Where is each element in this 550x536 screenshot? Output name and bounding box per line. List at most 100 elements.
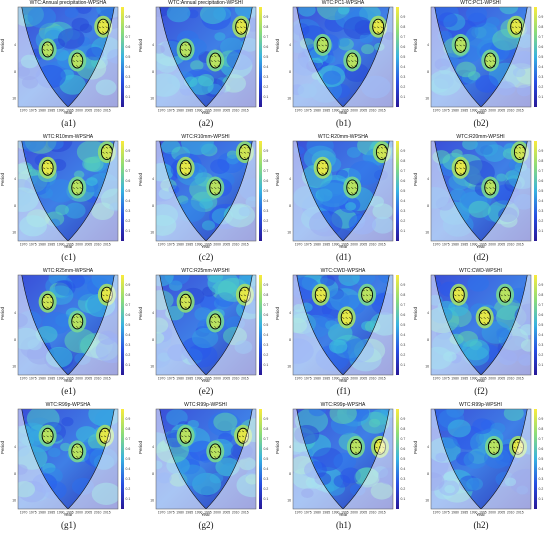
phase-arrow bbox=[76, 451, 79, 453]
coherence-patch bbox=[461, 339, 489, 361]
y-axis-label: Period bbox=[275, 38, 280, 52]
phase-arrow bbox=[213, 451, 216, 453]
colorbar-tick-label: 0.4 bbox=[538, 467, 543, 471]
y-tick-label: 16 bbox=[12, 499, 16, 503]
coherence-patch bbox=[320, 275, 335, 287]
hotspot-core bbox=[235, 19, 246, 34]
phase-arrow bbox=[105, 21, 108, 24]
x-tick-label: 1990 bbox=[332, 511, 340, 515]
colorbar-tick-label: 0.5 bbox=[538, 189, 543, 193]
phase-arrow bbox=[72, 60, 75, 62]
x-tick-label: 2005 bbox=[497, 377, 505, 381]
x-tick-label: 2015 bbox=[241, 377, 249, 381]
x-tick-label: 2005 bbox=[497, 109, 505, 113]
x-axis-label: Year bbox=[63, 244, 73, 249]
x-tick-label: 1995 bbox=[204, 243, 212, 247]
x-tick-label: 2015 bbox=[378, 243, 386, 247]
x-tick-label: 1995 bbox=[204, 511, 212, 515]
phase-arrow bbox=[384, 146, 387, 149]
phase-arrow bbox=[239, 294, 243, 297]
coherence-patch bbox=[212, 7, 231, 21]
y-tick-label: 8 bbox=[427, 472, 429, 476]
coherence-patch bbox=[447, 419, 471, 438]
phase-arrow bbox=[213, 326, 216, 328]
phase-arrow bbox=[50, 49, 53, 51]
colorbar-tick-label: 0.8 bbox=[538, 25, 543, 29]
colorbar-tick-label: 0.2 bbox=[263, 353, 268, 357]
colorbar-tick-label: 0.6 bbox=[538, 45, 543, 49]
phase-arrow bbox=[102, 31, 105, 34]
phase-arrow bbox=[105, 26, 108, 29]
x-tick-label: 1995 bbox=[479, 109, 487, 113]
x-tick-label: 2010 bbox=[94, 511, 102, 515]
y-tick-label: 8 bbox=[152, 338, 154, 342]
x-tick-label: 1995 bbox=[66, 377, 74, 381]
colorbar-tick-label: 0.6 bbox=[401, 179, 406, 183]
coherence-patch bbox=[346, 147, 361, 158]
y-tick-label: 8 bbox=[289, 472, 291, 476]
phase-arrow bbox=[187, 430, 190, 433]
y-tick-label: 16 bbox=[150, 499, 154, 503]
x-tick-label: 2000 bbox=[75, 511, 83, 515]
significance-contour bbox=[316, 159, 329, 176]
hotspot-core bbox=[484, 53, 495, 68]
phase-arrow bbox=[105, 151, 109, 154]
coherence-patch bbox=[191, 327, 218, 349]
phase-arrow bbox=[512, 441, 516, 444]
coherence-plot: 1970 1975 1980 1985 1990 1995 2000 2005 2010 2015… bbox=[12, 6, 131, 113]
x-tick-label: 2010 bbox=[369, 243, 377, 247]
phase-arrow bbox=[316, 294, 319, 297]
y-tick-label: 4 bbox=[289, 445, 291, 449]
phase-arrow bbox=[351, 446, 354, 449]
coherence-patch bbox=[47, 141, 64, 150]
phase-arrow bbox=[187, 167, 190, 170]
phase-arrow bbox=[76, 456, 79, 458]
colorbar-tick-label: 0.5 bbox=[126, 55, 131, 59]
colorbar-tick-label: 0.9 bbox=[126, 15, 131, 19]
x-tick-label: 2000 bbox=[488, 511, 496, 515]
x-axis-label: Year bbox=[338, 378, 348, 383]
hotspot-core bbox=[42, 42, 53, 57]
phase-arrow bbox=[365, 289, 369, 292]
colorbar bbox=[121, 7, 124, 107]
x-tick-label: 2000 bbox=[350, 511, 358, 515]
phase-arrow bbox=[43, 296, 46, 299]
coherence-patch bbox=[27, 7, 57, 29]
colorbar-tick-label: 0.1 bbox=[538, 497, 543, 501]
hotspot-core bbox=[510, 19, 521, 34]
coherence-patch bbox=[209, 159, 229, 174]
cone-of-influence-line bbox=[296, 7, 390, 107]
x-tick-label: 1975 bbox=[442, 109, 450, 113]
phase-arrow bbox=[50, 440, 53, 443]
phase-arrow bbox=[354, 65, 357, 67]
phase-arrow bbox=[243, 299, 246, 302]
coherence-patch bbox=[213, 32, 225, 41]
x-axis-label: Year bbox=[475, 378, 486, 383]
colorbar-tick-label: 0.1 bbox=[538, 95, 543, 99]
x-tick-label: 1990 bbox=[57, 511, 65, 515]
y-tick-label: 4 bbox=[289, 43, 291, 47]
coherence-patch bbox=[466, 275, 489, 292]
coherence-patch bbox=[325, 320, 339, 331]
significance-contour bbox=[509, 18, 522, 35]
x-tick-label: 2015 bbox=[241, 109, 249, 113]
phase-arrow bbox=[102, 294, 105, 297]
colorbar-tick-label: 0.5 bbox=[263, 457, 268, 461]
x-tick-label: 1990 bbox=[57, 109, 65, 113]
cone-of-influence-line bbox=[433, 409, 528, 509]
phase-arrow bbox=[362, 299, 365, 302]
phase-arrow bbox=[210, 187, 213, 189]
plot-frame bbox=[430, 274, 531, 376]
phase-arrow bbox=[105, 146, 109, 149]
x-tick-label: 2010 bbox=[231, 243, 239, 247]
x-tick-label: 1975 bbox=[29, 511, 37, 515]
colorbar-tick-label: 0.1 bbox=[126, 229, 131, 233]
x-tick-label: 1985 bbox=[460, 377, 468, 381]
x-tick-label: 1985 bbox=[323, 377, 331, 381]
x-tick-label: 2010 bbox=[231, 109, 239, 113]
phase-arrow bbox=[455, 172, 458, 175]
panel-caption: (f1) bbox=[336, 386, 351, 396]
phase-arrow bbox=[50, 167, 53, 170]
colorbar-tick-label: 0.8 bbox=[263, 427, 268, 431]
